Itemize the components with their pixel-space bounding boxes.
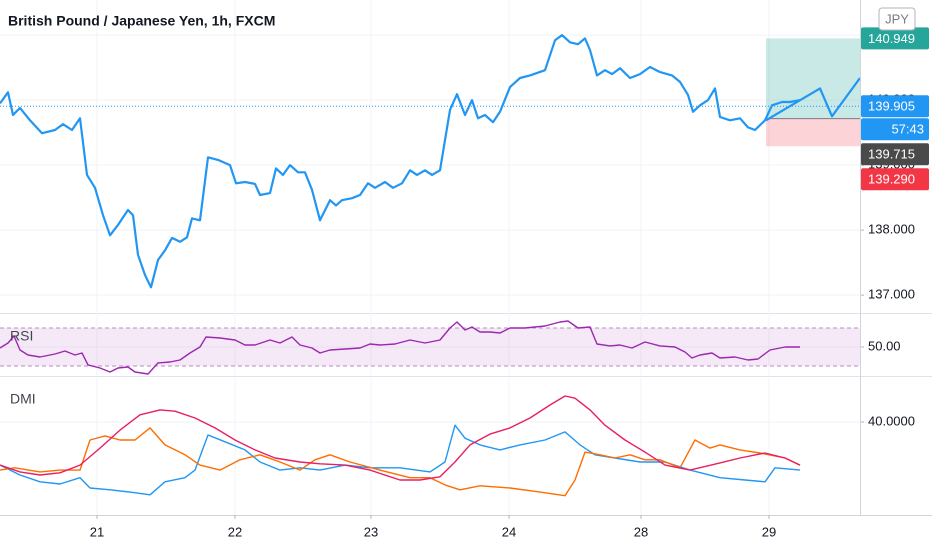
x-tick-label: 21 xyxy=(90,524,104,539)
pane-title: RSI xyxy=(10,328,33,344)
price-line xyxy=(0,34,801,289)
price-badge-label: 139.715 xyxy=(868,147,915,162)
loss-zone xyxy=(766,118,860,147)
badges-layer: 140.949 139.905 57:43 139.715 139.290 JPY xyxy=(861,7,929,191)
lines-layer xyxy=(0,34,861,497)
price-badge xyxy=(861,168,929,191)
countdown-badge xyxy=(861,118,929,141)
y-tick-label: 138.000 xyxy=(868,222,915,237)
y-tick-label: 50.00 xyxy=(868,338,901,353)
x-tick-label: 29 xyxy=(762,524,776,539)
price-badge-label: 140.949 xyxy=(868,31,915,46)
fills-layer xyxy=(0,38,860,367)
rsi-band xyxy=(0,328,860,366)
dmi-line xyxy=(0,424,801,496)
currency-label: JPY xyxy=(885,11,909,26)
price-badge xyxy=(861,27,929,50)
x-tick-label: 22 xyxy=(228,524,242,539)
price-badge-label: 139.290 xyxy=(868,172,915,187)
dmi-line xyxy=(0,395,801,481)
x-tick-label: 28 xyxy=(634,524,648,539)
x-tick-label: 24 xyxy=(502,524,516,539)
y-tick-label: 40.0000 xyxy=(868,413,915,428)
x-tick-label: 23 xyxy=(364,524,378,539)
price-line xyxy=(0,320,800,375)
currency-box xyxy=(878,7,916,31)
dmi-line xyxy=(0,427,801,497)
profit-zone xyxy=(766,38,860,119)
pane-title: DMI xyxy=(10,391,36,407)
projection-line xyxy=(765,77,861,122)
price-badge xyxy=(861,143,929,166)
chart-title: British Pound / Japanese Yen, 1h, FXCM xyxy=(8,13,275,29)
price-badge xyxy=(861,95,929,118)
price-badge-label: 139.905 xyxy=(868,99,915,114)
countdown-label: 57:43 xyxy=(891,122,924,137)
y-tick-label: 137.000 xyxy=(868,287,915,302)
